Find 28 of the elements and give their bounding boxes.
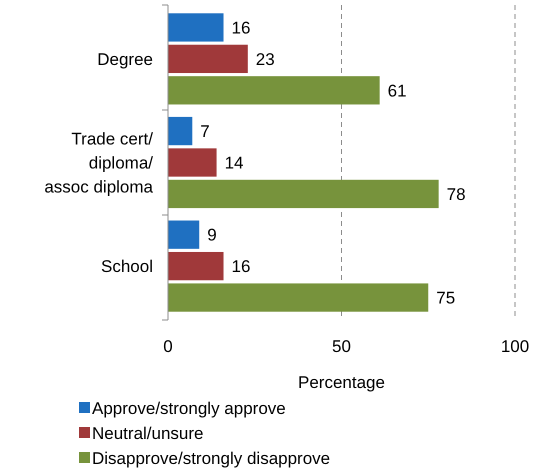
- legend-label: Disapprove/strongly disapprove: [92, 448, 330, 468]
- legend-label: Neutral/unsure: [92, 424, 204, 443]
- bar: [168, 44, 248, 74]
- x-axis-title: Percentage: [298, 373, 385, 392]
- bar: [168, 13, 224, 42]
- data-label: 78: [446, 184, 466, 204]
- x-tick-label: 0: [163, 337, 173, 356]
- bar: [168, 180, 439, 208]
- bar: [168, 76, 380, 104]
- y-tick-label: Degree: [97, 50, 153, 69]
- data-label: 61: [388, 81, 407, 100]
- data-label: 75: [436, 288, 456, 308]
- bar: [168, 116, 192, 146]
- bar: [168, 252, 224, 280]
- legend-label: Approve/strongly approve: [92, 398, 286, 418]
- data-label: 16: [232, 18, 250, 38]
- data-label: 14: [224, 153, 244, 172]
- data-label: 9: [207, 226, 217, 245]
- y-tick-label: Trade cert/ diploma/ assoc diploma: [44, 129, 154, 196]
- bar: [168, 220, 200, 249]
- x-tick-label: 50: [332, 337, 351, 356]
- bar: [168, 148, 217, 177]
- data-label: 23: [256, 50, 275, 69]
- y-tick-label: School: [101, 257, 153, 276]
- x-tick-label: 100: [500, 337, 530, 356]
- data-label: 16: [232, 257, 250, 276]
- data-label: 7: [200, 122, 210, 142]
- bar: [168, 283, 428, 312]
